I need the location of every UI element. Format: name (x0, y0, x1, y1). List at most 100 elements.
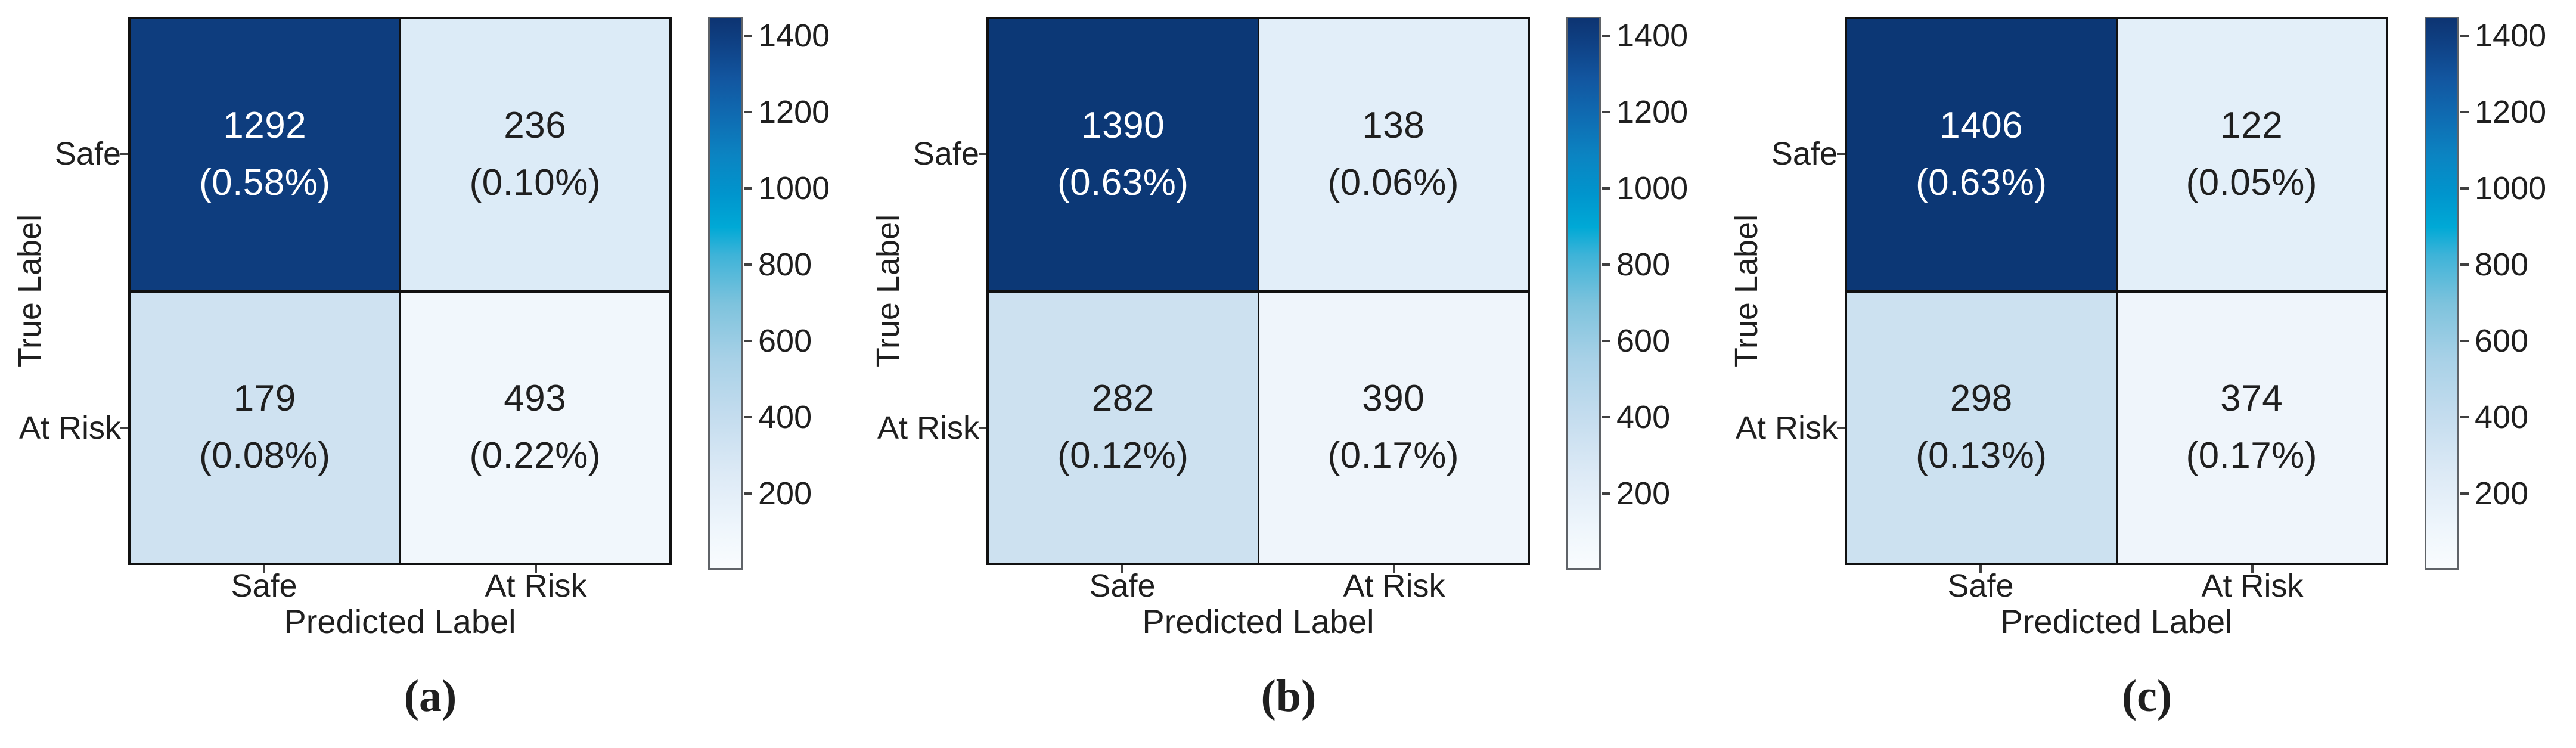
y-tick-mark (120, 427, 128, 429)
y-axis-title: True Label (12, 214, 48, 368)
y-axis-title: True Label (870, 214, 907, 368)
colorbar-tick-label: 800 (758, 247, 812, 283)
y-tick-mark (1837, 153, 1845, 155)
colorbar-tick-mark (744, 416, 752, 418)
cell-percent: (0.63%) (1057, 162, 1189, 203)
cell-percent: (0.05%) (2186, 162, 2318, 203)
colorbar-tick-label: 1000 (2475, 170, 2547, 206)
cell-count: 1292 (223, 104, 307, 146)
cell-count: 282 (1091, 378, 1154, 420)
cell-percent: (0.06%) (1327, 162, 1460, 203)
colorbar-tick-mark (744, 340, 752, 342)
cell-percent: (0.08%) (198, 435, 331, 477)
colorbar-tick-mark (2460, 263, 2469, 266)
matrix-cell-true-safe-pred-safe: 1406 (0.63%) (1847, 19, 2116, 290)
x-tick-label-safe: Safe (1947, 568, 2014, 604)
matrix-cell-true-safe-pred-at-risk: 122 (0.05%) (2117, 19, 2386, 290)
matrix-cell-true-at-risk-pred-safe: 282 (0.12%) (989, 292, 1258, 563)
panel-b: True Label Safe At Risk 1390 (0.63%) 138… (858, 0, 1717, 748)
colorbar-tick-label: 200 (758, 476, 812, 511)
cell-count: 138 (1362, 104, 1425, 146)
panel-caption-c: (c) (2121, 671, 2172, 721)
colorbar-tick-mark (744, 492, 752, 495)
y-axis-title-wrap-b: True Label (869, 17, 907, 565)
colorbar-tick-mark (2460, 35, 2469, 37)
confusion-matrix-c: 1406 (0.63%) 122 (0.05%) 298 (0.13%) 374… (1845, 17, 2388, 565)
x-axis-title: Predicted Label (2000, 603, 2233, 640)
cell-percent: (0.22%) (469, 435, 601, 477)
colorbar-tick-label: 600 (1616, 323, 1671, 359)
panel-caption-a: (a) (404, 671, 457, 721)
colorbar-tick-mark (744, 263, 752, 266)
colorbar-tick-mark (1602, 35, 1610, 37)
cell-percent: (0.10%) (469, 162, 601, 203)
y-tick-label-at-risk: At Risk (877, 410, 979, 446)
x-tick-label-at-risk: At Risk (485, 568, 587, 604)
x-tick-mark (2251, 565, 2254, 573)
cell-percent: (0.13%) (1915, 435, 2047, 477)
x-axis-title: Predicted Label (1142, 603, 1374, 640)
colorbar-tick-label: 1000 (1616, 170, 1689, 206)
x-tick-label-safe: Safe (1089, 568, 1156, 604)
panel-a: True Label Safe At Risk 1292 (0.58%) 236… (0, 0, 858, 748)
cell-percent: (0.58%) (198, 162, 331, 203)
y-tick-mark (1837, 427, 1845, 429)
matrix-cell-true-safe-pred-at-risk: 138 (0.06%) (1259, 19, 1528, 290)
colorbar-tick-mark (1602, 340, 1610, 342)
y-axis-title-wrap-a: True Label (11, 17, 49, 565)
panel-c: True Label Safe At Risk 1406 (0.63%) 122… (1717, 0, 2575, 748)
x-tick-mark (263, 565, 265, 573)
cell-count: 374 (2220, 378, 2283, 420)
matrix-cell-true-at-risk-pred-at-risk: 390 (0.17%) (1259, 292, 1528, 563)
colorbar-tick-mark (2460, 492, 2469, 495)
x-tick-label-at-risk: At Risk (2201, 568, 2304, 604)
colorbar-tick-label: 1400 (758, 18, 830, 54)
confusion-matrix-b: 1390 (0.63%) 138 (0.06%) 282 (0.12%) 390… (986, 17, 1530, 565)
y-tick-mark (979, 427, 986, 429)
y-axis-title: True Label (1728, 214, 1765, 368)
x-tick-mark (1121, 565, 1123, 573)
colorbar-tick-label: 800 (2475, 247, 2529, 283)
cell-count: 298 (1950, 378, 2013, 420)
colorbar-c: 1400 1200 1000 800 600 400 200 (2425, 17, 2546, 570)
y-tick-label-safe: Safe (54, 136, 121, 172)
colorbar-tick-label: 400 (2475, 399, 2529, 435)
y-tick-label-safe: Safe (913, 136, 979, 172)
y-tick-label-at-risk: At Risk (1735, 410, 1838, 446)
colorbar-tick-mark (744, 187, 752, 190)
colorbar-tick-mark (1602, 187, 1610, 190)
colorbar-tick-label: 1400 (2475, 18, 2547, 54)
matrix-cell-true-safe-pred-at-risk: 236 (0.10%) (401, 19, 669, 290)
cell-percent: (0.63%) (1915, 162, 2047, 203)
colorbar-gradient (708, 17, 743, 570)
colorbar-gradient (2425, 17, 2459, 570)
matrix-cell-true-at-risk-pred-safe: 298 (0.13%) (1847, 292, 2116, 563)
colorbar-tick-label: 1400 (1616, 18, 1689, 54)
matrix-cell-true-at-risk-pred-at-risk: 374 (0.17%) (2117, 292, 2386, 563)
x-tick-mark (1393, 565, 1395, 573)
panel-caption-b: (b) (1261, 671, 1317, 721)
cell-count: 1406 (1939, 104, 2023, 146)
colorbar-tick-mark (2460, 416, 2469, 418)
cell-count: 179 (233, 378, 296, 420)
x-tick-mark (535, 565, 537, 573)
colorbar-tick-label: 1200 (2475, 94, 2547, 130)
colorbar-tick-label: 1200 (758, 94, 830, 130)
matrix-cell-true-safe-pred-safe: 1390 (0.63%) (989, 19, 1258, 290)
colorbar-tick-label: 1000 (758, 170, 830, 206)
colorbar-tick-mark (1602, 416, 1610, 418)
colorbar-tick-label: 200 (2475, 476, 2529, 511)
colorbar-b: 1400 1200 1000 800 600 400 200 (1566, 17, 1688, 570)
matrix-cell-true-at-risk-pred-safe: 179 (0.08%) (131, 292, 399, 563)
y-axis-title-wrap-c: True Label (1727, 17, 1765, 565)
x-tick-label-safe: Safe (231, 568, 297, 604)
colorbar-tick-label: 1200 (1616, 94, 1689, 130)
cell-percent: (0.17%) (1327, 435, 1460, 477)
colorbar-tick-label: 800 (1616, 247, 1671, 283)
y-tick-label-at-risk: At Risk (18, 410, 121, 446)
colorbar-tick-mark (1602, 110, 1610, 113)
colorbar-tick-mark (2460, 187, 2469, 190)
colorbar-tick-label: 600 (758, 323, 812, 359)
colorbar-tick-mark (744, 110, 752, 113)
